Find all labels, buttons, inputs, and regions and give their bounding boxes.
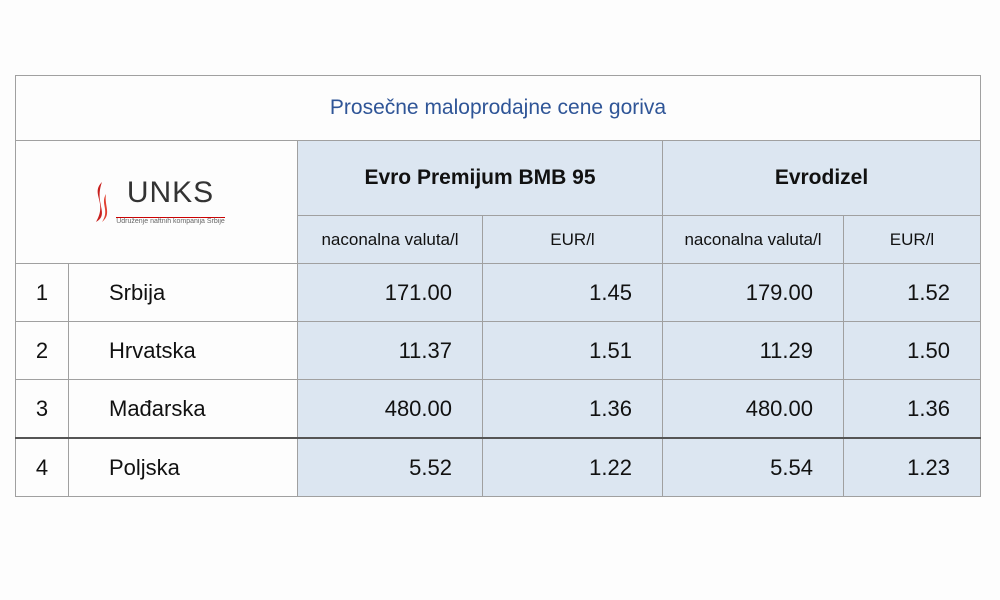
subheader-row: naconalna valuta/l EUR/l naconalna valuta/… — [16, 215, 981, 264]
row-number: 1 — [15, 263, 69, 322]
price: 480.00 — [297, 379, 483, 439]
price: 1.45 — [482, 263, 663, 322]
table-row: 4 Poljska 5.52 1.22 5.54 1.23 — [15, 437, 981, 497]
group-header: Evrodizel — [662, 140, 981, 216]
price-table: Prosečne maloprodajne cene goriva UNKS U… — [15, 75, 981, 497]
row-number: 4 — [15, 437, 69, 497]
table-title: Prosečne maloprodajne cene goriva — [15, 75, 981, 141]
price: 1.36 — [843, 379, 981, 439]
price: 5.52 — [297, 437, 483, 497]
price: 1.23 — [843, 437, 981, 497]
country: Mađarska — [68, 379, 298, 439]
price: 11.37 — [297, 321, 483, 380]
price: 1.52 — [843, 263, 981, 322]
logo-name: UNKS — [126, 175, 215, 209]
group-header: Evro Premijum BMB 95 — [297, 140, 663, 216]
price: 1.51 — [482, 321, 663, 380]
country: Srbija — [68, 263, 298, 322]
row-number: 2 — [15, 321, 69, 380]
price: 171.00 — [297, 263, 483, 322]
subheader: EUR/l — [482, 215, 663, 264]
logo-flame — [96, 181, 108, 222]
price: 480.00 — [662, 379, 844, 439]
table-row: 3 Mađarska 480.00 1.36 480.00 1.36 — [15, 379, 981, 439]
table-row: 2 Hrvatska 11.37 1.51 11.29 1.50 — [15, 321, 981, 380]
table-row: 1 Srbija 171.00 1.45 179.00 1.52 — [15, 263, 981, 322]
price: 11.29 — [662, 321, 844, 380]
price: 5.54 — [662, 437, 844, 497]
price: 179.00 — [662, 263, 844, 322]
price: 1.50 — [843, 321, 981, 380]
price: 1.36 — [482, 379, 663, 439]
subheader: naconalna valuta/l — [297, 215, 483, 264]
logo-tagline: Udruženje naftnih kompanija Srbije — [116, 216, 225, 225]
country: Hrvatska — [68, 321, 298, 380]
price: 1.22 — [482, 437, 663, 497]
logo: UNKS Udruženje naftnih kompanija Srbije — [15, 140, 298, 264]
country: Poljska — [68, 437, 298, 497]
subheader: naconalna valuta/l — [662, 215, 844, 264]
row-number: 3 — [15, 379, 69, 439]
subheader: EUR/l — [843, 215, 981, 264]
